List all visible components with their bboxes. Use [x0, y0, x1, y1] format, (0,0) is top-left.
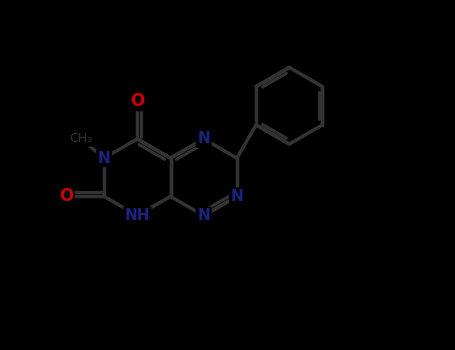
Text: N: N	[197, 131, 210, 146]
Text: O: O	[59, 187, 73, 205]
Text: N: N	[98, 150, 111, 166]
Text: N: N	[231, 189, 243, 204]
Text: NH: NH	[125, 208, 150, 223]
Text: N: N	[197, 208, 210, 223]
Text: CH₃: CH₃	[70, 132, 93, 145]
Text: O: O	[130, 92, 144, 110]
